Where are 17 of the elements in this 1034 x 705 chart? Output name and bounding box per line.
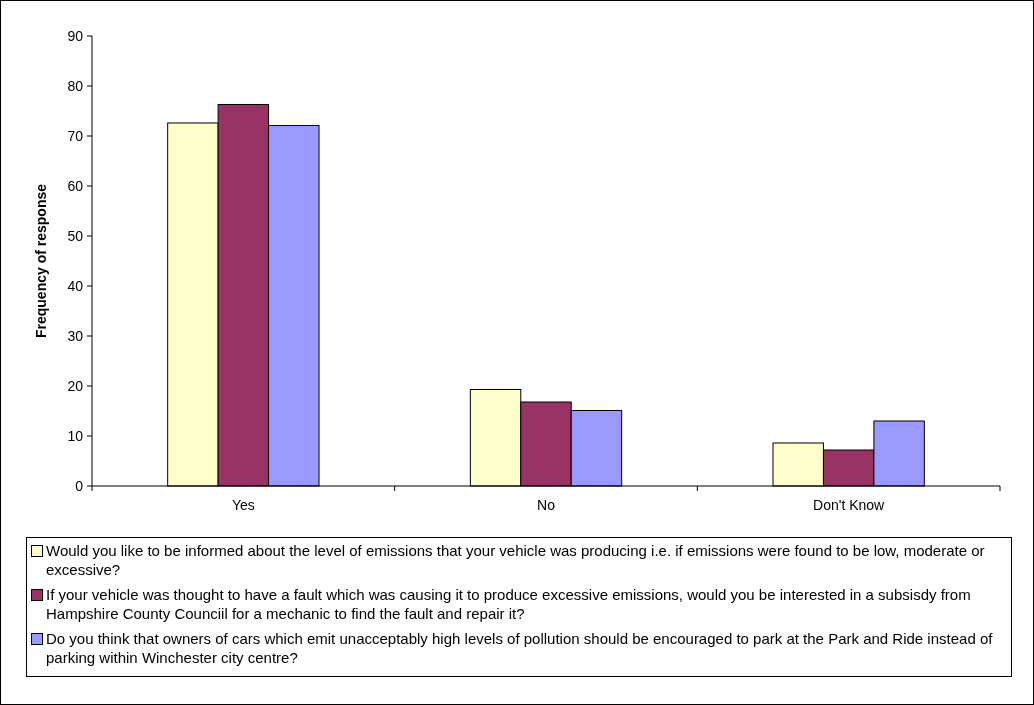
legend-label: If your vehicle was thought to have a fault which was causing it to produce excessive emissions, would you be interested in a subsisdy from Hampshire County Counciil for a mechanic to find the fault and repair it? [46,585,972,623]
legend-label: Would you like to be informed about the level of emissions that your vehicle was producing i.e. if emissions were found to be low, moderate or excessive? [46,541,986,579]
y-tick-label: 30 [67,327,84,344]
y-tick-label: 80 [67,77,84,94]
y-tick-label: 90 [67,27,84,44]
y-tick-label: 0 [75,477,84,494]
y-tick-label: 10 [67,427,84,444]
y-tick-label: 40 [67,277,84,294]
x-tick-label: Yes [231,497,255,513]
x-tick-label: Don't Know [813,497,886,513]
x-tick-label: No [537,497,556,513]
y-tick-label: 60 [67,177,84,194]
legend-label: Do you think that owners of cars which emit unacceptably high levels of pollution should be encouraged to park at the Park and Ride instead of parking within Winchester city centre? [46,629,994,667]
y-tick-label: 50 [67,227,84,244]
y-axis-title: Frequency of response [33,183,49,339]
y-tick-label: 20 [67,377,84,394]
y-tick-label: 70 [67,127,84,144]
